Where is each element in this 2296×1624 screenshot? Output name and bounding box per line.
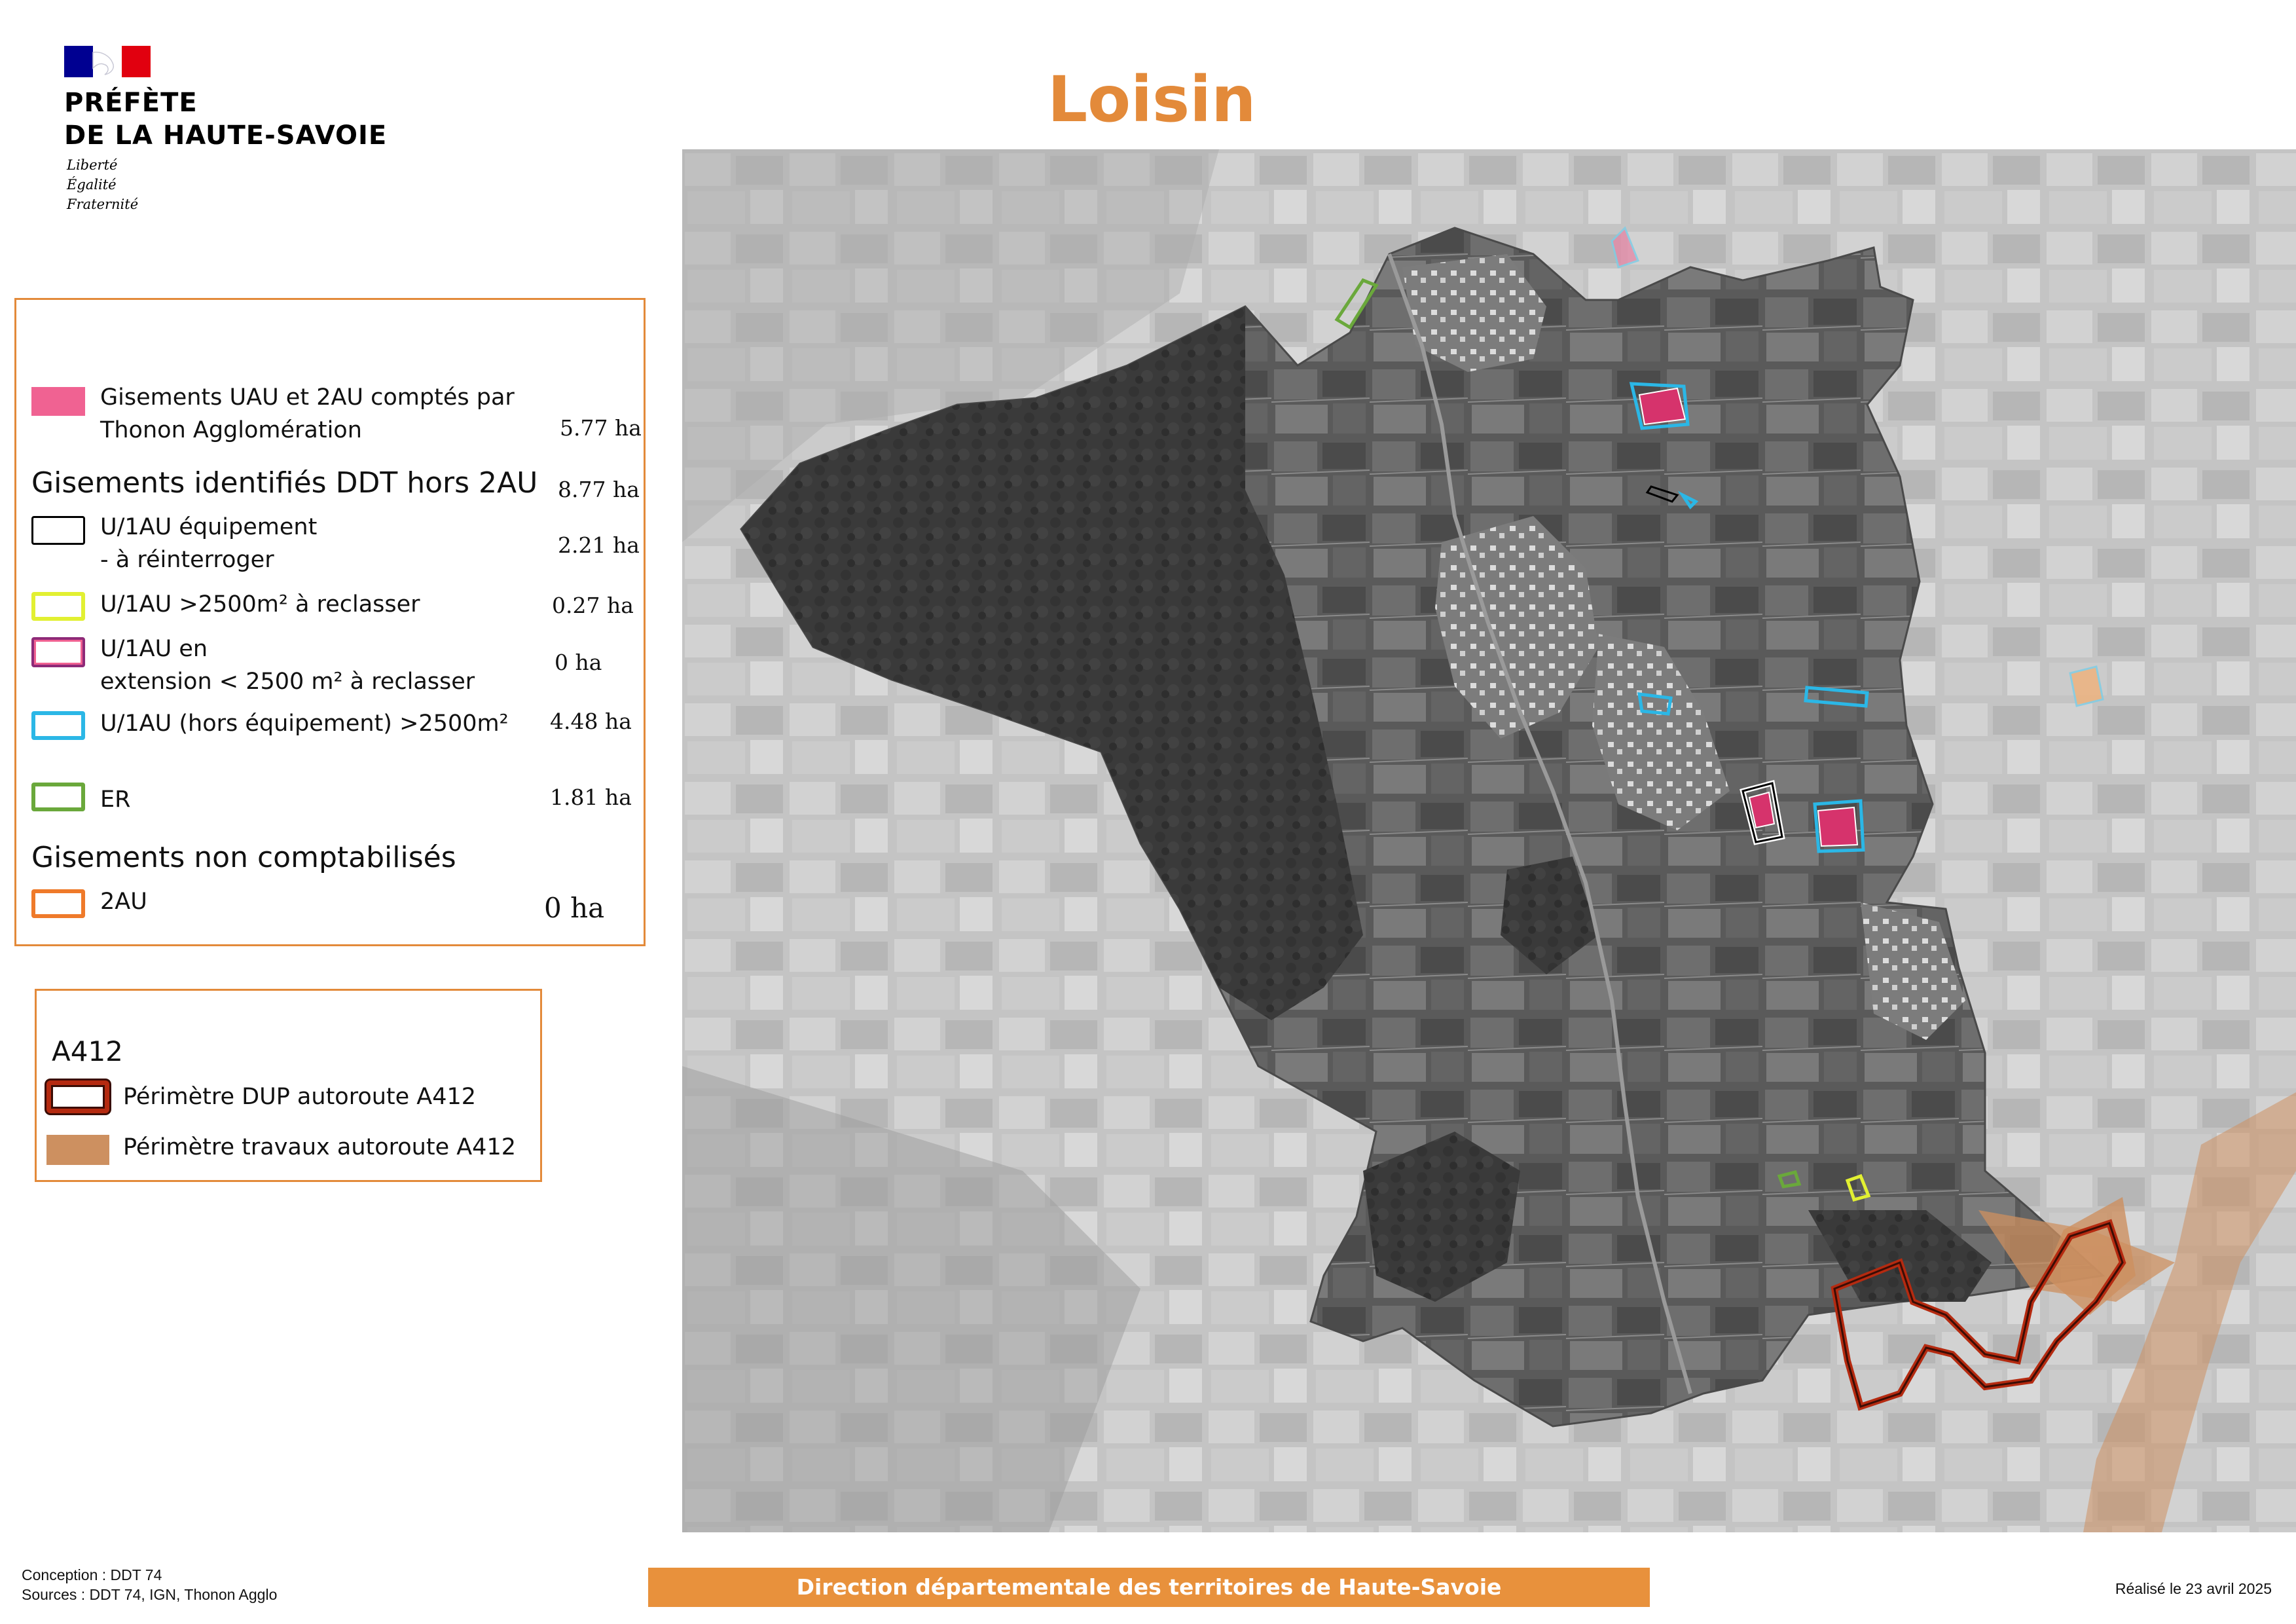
gisement-uau-pink[interactable] xyxy=(1748,791,1776,829)
gisement-cyan[interactable] xyxy=(1813,799,1865,853)
legend-label-extension: U/1AU en extension < 2500 m² à reclasser xyxy=(100,636,475,695)
forest-patch xyxy=(1363,1132,1520,1302)
legend-label-reclasser: U/1AU >2500m² à reclasser xyxy=(100,591,420,618)
swatch-black-outline xyxy=(31,516,85,545)
a412-works-perimeter-road xyxy=(2083,1092,2296,1532)
authority-line1: PRÉFÈTE xyxy=(64,88,198,118)
village-center xyxy=(1435,516,1599,739)
legend-value: 0 ha xyxy=(544,892,605,924)
gisement-cyan[interactable] xyxy=(1804,686,1869,708)
credit-conception: Conception : DDT 74 xyxy=(22,1566,162,1583)
credits: Conception : DDT 74 Sources : DDT 74, IG… xyxy=(22,1565,277,1604)
gisement-cyan[interactable] xyxy=(1677,490,1699,509)
legend-label-travaux: Périmètre travaux autoroute A412 xyxy=(123,1134,516,1160)
gisement-yellow[interactable] xyxy=(1845,1173,1871,1202)
gisement-cyan[interactable] xyxy=(1629,382,1690,430)
main-road xyxy=(1387,253,1692,1394)
er-green[interactable] xyxy=(1777,1170,1802,1189)
swatch-yellow-outline xyxy=(31,592,85,621)
legend-label-2au: 2AU xyxy=(100,889,147,915)
legend-label-equipement: U/1AU équipement - à réinterroger xyxy=(100,514,318,573)
legend-value: 8.77 ha xyxy=(558,477,640,502)
legend-value: 4.48 ha xyxy=(550,709,632,734)
neighbour-gisement xyxy=(1611,226,1639,268)
er-green[interactable] xyxy=(1334,278,1379,330)
gisement-equipement[interactable] xyxy=(1645,485,1679,503)
republique-flag-icon xyxy=(64,46,151,77)
legend-label-dup: Périmètre DUP autoroute A412 xyxy=(123,1084,477,1110)
aerial-map[interactable] xyxy=(682,149,2296,1532)
swatch-green-outline xyxy=(31,783,85,811)
marianne-profile xyxy=(92,51,114,75)
legend-value: 0.27 ha xyxy=(552,593,634,618)
legend-value: 0 ha xyxy=(555,650,602,675)
legend-heading-non-comptabilises: Gisements non comptabilisés xyxy=(31,841,456,874)
gisement-uau-pink[interactable] xyxy=(1638,387,1686,426)
legend-heading-a412: A412 xyxy=(52,1035,123,1067)
swatch-dark-red-double-outline xyxy=(46,1080,109,1113)
legend-label-er: ER xyxy=(100,786,131,813)
swatch-purple-red-outline xyxy=(31,637,85,667)
flag-red xyxy=(122,46,151,77)
surrounding-woods-south xyxy=(682,1066,1140,1532)
motto-fraternite: Fraternité xyxy=(67,196,139,212)
legend-label-hors-equipement: U/1AU (hors équipement) >2500m² xyxy=(100,710,509,737)
hamlet-south-east xyxy=(1861,902,1965,1040)
map-canvas xyxy=(682,149,2296,1532)
flag-blue xyxy=(64,46,93,77)
village-east xyxy=(1592,634,1730,830)
map-title: Loisin xyxy=(1048,63,1256,136)
credit-sources: Sources : DDT 74, IGN, Thonon Agglo xyxy=(22,1586,278,1603)
village-north xyxy=(1402,254,1546,372)
legend-heading-ddt: Gisements identifiés DDT hors 2AU xyxy=(31,466,538,500)
motto-egalite: Égalité xyxy=(67,177,117,193)
legend-value: 1.81 ha xyxy=(550,784,632,810)
western-forest xyxy=(741,306,1363,1020)
gisement-uau-pink[interactable] xyxy=(1817,806,1859,847)
authority-line2: DE LA HAUTE-SAVOIE xyxy=(64,120,388,151)
production-date: Réalisé le 23 avril 2025 xyxy=(2115,1580,2272,1597)
neighbour-gisement xyxy=(2069,665,2104,707)
swatch-tan-fill xyxy=(46,1135,109,1165)
a412-dup-perimeter-inner xyxy=(1833,1222,2124,1408)
motto-liberte: Liberté xyxy=(67,157,118,173)
legend-gisements: Gisements UAU et 2AU comptés par Thonon … xyxy=(14,298,646,946)
swatch-cyan-outline xyxy=(31,711,85,740)
legend-a412: A412 Périmètre DUP autoroute A412 Périmè… xyxy=(35,989,542,1182)
surrounding-woods-north xyxy=(682,149,1219,542)
legend-label-gisements-uau: Gisements UAU et 2AU comptés par Thonon … xyxy=(100,381,515,447)
legend-value: 5.77 ha xyxy=(560,415,642,441)
swatch-orange-outline xyxy=(31,889,85,918)
legend-value: 2.21 ha xyxy=(558,532,640,558)
forest-patch xyxy=(1501,857,1599,974)
footer-banner: Direction départementale des territoires… xyxy=(648,1568,1650,1607)
swatch-pink-fill xyxy=(31,387,85,416)
legend-text: Gisements UAU et 2AU comptés par Thonon … xyxy=(100,384,515,443)
gisement-cyan[interactable] xyxy=(1637,692,1673,716)
gisement-equipement[interactable] xyxy=(1741,782,1783,843)
